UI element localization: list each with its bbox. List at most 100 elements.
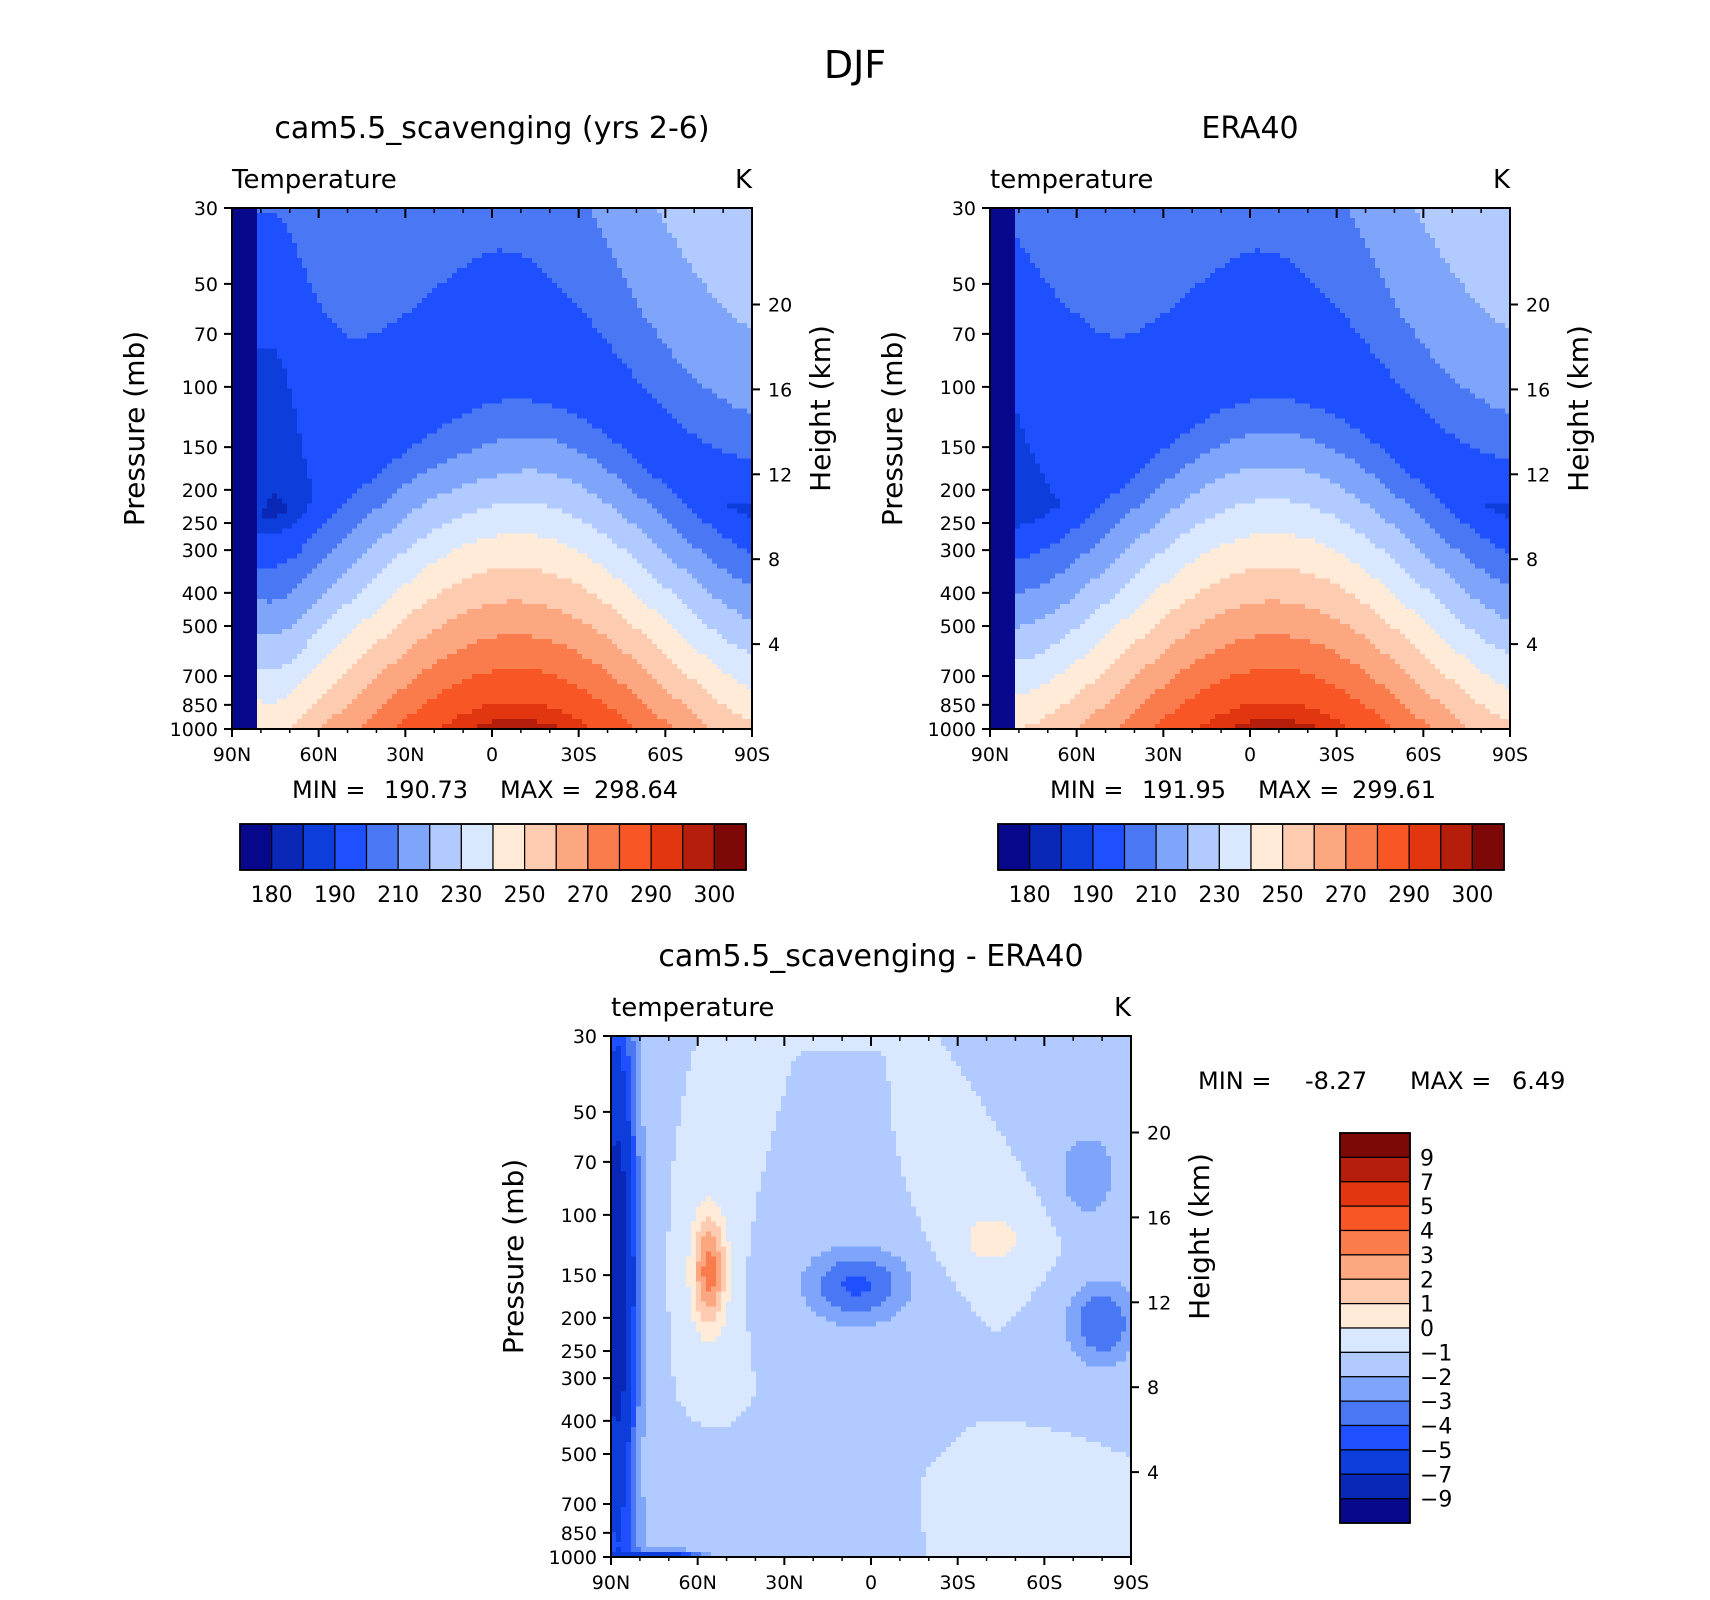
colorbar-box bbox=[240, 824, 272, 870]
max-value: 6.49 bbox=[1512, 1067, 1565, 1095]
max-label: MAX = bbox=[500, 776, 581, 804]
colorbar-box bbox=[1030, 824, 1062, 870]
x-tick-label: 30S bbox=[561, 744, 597, 766]
colorbar-box bbox=[430, 824, 462, 870]
y-tick-label: 70 bbox=[573, 1152, 597, 1174]
y-tick-label: 150 bbox=[182, 437, 218, 459]
colorbar-box bbox=[1409, 824, 1441, 870]
figure-title: DJF bbox=[824, 43, 886, 87]
colorbar-label: 180 bbox=[1009, 883, 1051, 908]
colorbar-label: 250 bbox=[1262, 883, 1304, 908]
y-tick-label: 700 bbox=[182, 666, 218, 688]
colorbar-label: 3 bbox=[1420, 1244, 1434, 1269]
y-tick-label: 50 bbox=[194, 274, 218, 296]
colorbar-box bbox=[1340, 1206, 1410, 1230]
min-label: MIN = bbox=[1198, 1067, 1271, 1095]
colorbar-label: −5 bbox=[1420, 1439, 1452, 1464]
colorbar-box bbox=[588, 824, 620, 870]
colorbar-box bbox=[1340, 1328, 1410, 1352]
max-value: 299.61 bbox=[1352, 776, 1436, 804]
x-tick-label: 90S bbox=[734, 744, 770, 766]
colorbar-box bbox=[1340, 1499, 1410, 1523]
x-tick-label: 30N bbox=[386, 744, 424, 766]
y-tick-label: 850 bbox=[182, 695, 218, 717]
colorbar-box bbox=[1283, 824, 1315, 870]
colorbar-box bbox=[1061, 824, 1093, 870]
y2-tick-label: 4 bbox=[768, 634, 780, 656]
min-label: MIN = bbox=[1050, 776, 1123, 804]
colorbar-label: 7 bbox=[1420, 1171, 1434, 1196]
colorbar-box bbox=[367, 824, 399, 870]
y-tick-label: 700 bbox=[940, 666, 976, 688]
colorbar-box bbox=[1156, 824, 1188, 870]
colorbar-box bbox=[1125, 824, 1157, 870]
colorbar-box bbox=[303, 824, 335, 870]
x-tick-label: 60N bbox=[299, 744, 337, 766]
y2-tick-label: 4 bbox=[1147, 1462, 1159, 1484]
colorbar-box bbox=[1340, 1279, 1410, 1303]
y-tick-label: 1000 bbox=[170, 719, 218, 741]
colorbar-box bbox=[683, 824, 715, 870]
x-tick-label: 0 bbox=[865, 1572, 877, 1594]
y-tick-label: 300 bbox=[940, 540, 976, 562]
y-tick-label: 150 bbox=[561, 1265, 597, 1287]
x-tick-label: 0 bbox=[1244, 744, 1256, 766]
colorbar-label: 190 bbox=[1072, 883, 1114, 908]
min-value: -8.27 bbox=[1305, 1067, 1367, 1095]
y-tick-label: 30 bbox=[573, 1026, 597, 1048]
max-label: MAX = bbox=[1258, 776, 1339, 804]
x-tick-label: 90S bbox=[1113, 1572, 1149, 1594]
y2-tick-label: 12 bbox=[1147, 1292, 1171, 1314]
colorbar-box bbox=[1340, 1352, 1410, 1376]
y-tick-label: 300 bbox=[182, 540, 218, 562]
colorbar-label: 2 bbox=[1420, 1268, 1434, 1293]
colorbar-box bbox=[1340, 1377, 1410, 1401]
colorbar-label: −1 bbox=[1420, 1341, 1452, 1366]
y-tick-label: 200 bbox=[182, 480, 218, 502]
y2-tick-label: 16 bbox=[768, 379, 792, 401]
y-tick-label: 100 bbox=[940, 377, 976, 399]
y2-tick-label: 20 bbox=[1147, 1122, 1171, 1144]
y-tick-label: 500 bbox=[940, 616, 976, 638]
colorbar-label: 210 bbox=[1135, 883, 1177, 908]
x-tick-label: 60S bbox=[1405, 744, 1441, 766]
colorbar-box bbox=[1188, 824, 1220, 870]
colorbar-box bbox=[1441, 824, 1473, 870]
y2-tick-label: 8 bbox=[1526, 549, 1538, 571]
colorbar-box bbox=[556, 824, 588, 870]
y-axis-label: Pressure (mb) bbox=[497, 1159, 530, 1354]
colorbar-box bbox=[525, 824, 557, 870]
x-tick-label: 60S bbox=[647, 744, 683, 766]
y-tick-label: 150 bbox=[940, 437, 976, 459]
colorbar-label: −2 bbox=[1420, 1366, 1452, 1391]
y2-tick-label: 8 bbox=[768, 549, 780, 571]
colorbar-label: 270 bbox=[1325, 883, 1367, 908]
y-tick-label: 1000 bbox=[928, 719, 976, 741]
units-label: K bbox=[1114, 993, 1132, 1023]
x-tick-label: 30N bbox=[1144, 744, 1182, 766]
y-tick-label: 300 bbox=[561, 1368, 597, 1390]
panel-title: cam5.5_scavenging (yrs 2-6) bbox=[274, 111, 709, 146]
colorbar-box bbox=[1340, 1157, 1410, 1181]
y-tick-label: 70 bbox=[952, 324, 976, 346]
colorbar-label: −3 bbox=[1420, 1390, 1452, 1415]
colorbar-label: 0 bbox=[1420, 1317, 1434, 1342]
colorbar-box bbox=[998, 824, 1030, 870]
y-tick-label: 30 bbox=[194, 198, 218, 220]
y-tick-label: 850 bbox=[940, 695, 976, 717]
colorbar-label: 5 bbox=[1420, 1195, 1434, 1220]
left-label: temperature bbox=[611, 993, 774, 1023]
colorbar-box bbox=[1340, 1133, 1410, 1157]
x-tick-label: 60N bbox=[1057, 744, 1095, 766]
y2-axis-label: Height (km) bbox=[1562, 325, 1595, 492]
colorbar-box bbox=[1340, 1255, 1410, 1279]
y-axis-label: Pressure (mb) bbox=[118, 331, 151, 526]
colorbar-label: 230 bbox=[1198, 883, 1240, 908]
y-tick-label: 250 bbox=[182, 513, 218, 535]
colorbar-label: 9 bbox=[1420, 1146, 1434, 1171]
y-tick-label: 250 bbox=[561, 1341, 597, 1363]
colorbar-label: 300 bbox=[1451, 883, 1493, 908]
y-tick-label: 500 bbox=[561, 1444, 597, 1466]
